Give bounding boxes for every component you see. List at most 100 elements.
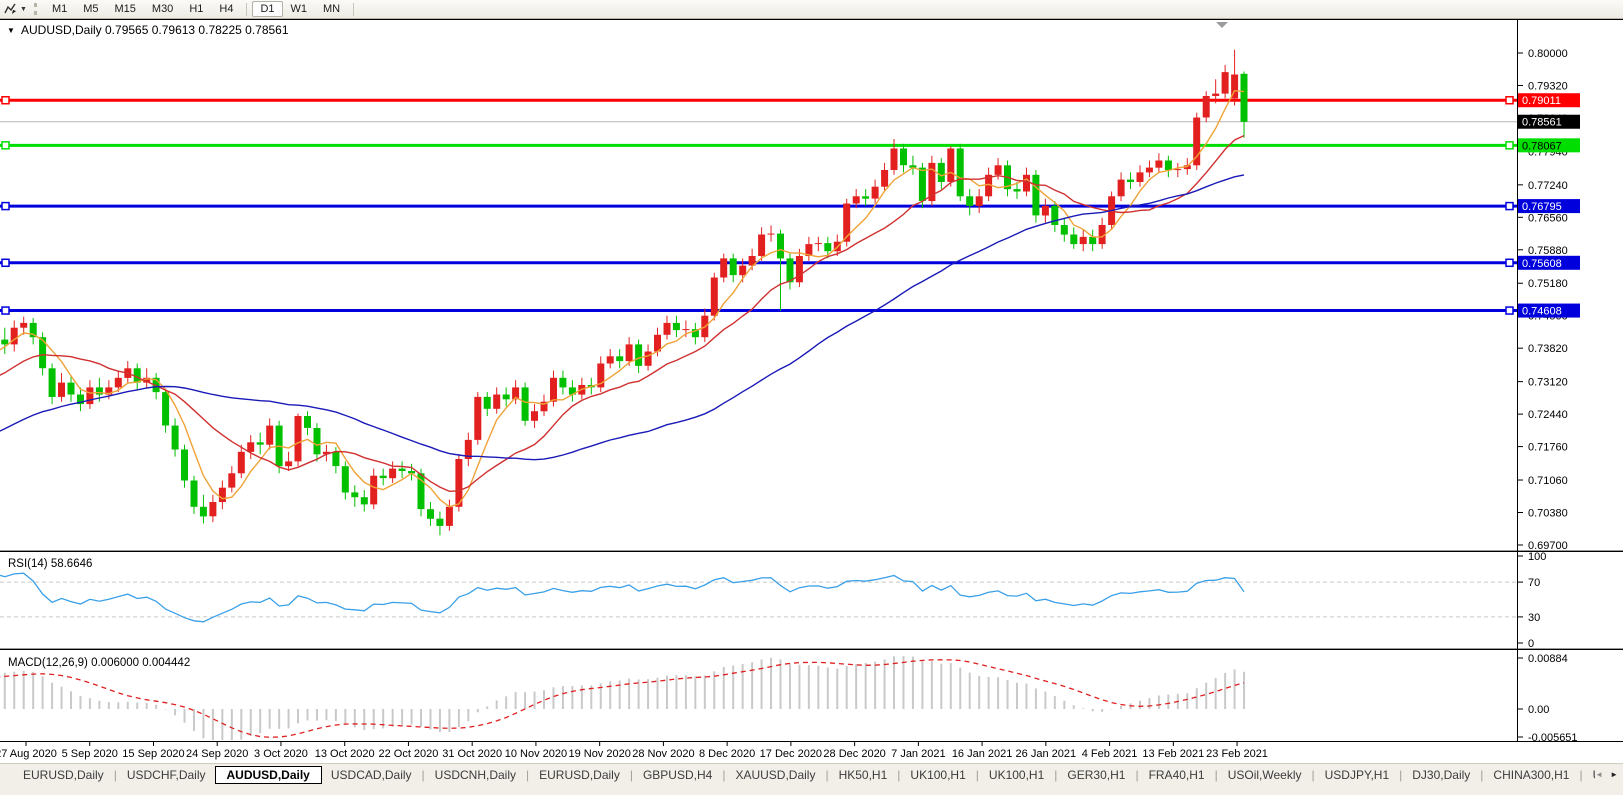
svg-text:0.69700: 0.69700	[1528, 540, 1568, 552]
timeframe-button-h4[interactable]: H4	[219, 3, 234, 15]
tab-usdcad-daily[interactable]: USDCAD,Daily	[330, 767, 412, 782]
tab-eurusd-daily[interactable]: EURUSD,Daily	[23, 767, 104, 782]
chart-title-text: AUDUSD,Daily 0.79565 0.79613 0.78225 0.7…	[21, 23, 289, 37]
svg-text:0.75180: 0.75180	[1528, 278, 1568, 290]
hline-0.74608[interactable]	[0, 306, 1517, 315]
svg-text:28 Nov 2020: 28 Nov 2020	[632, 748, 694, 760]
tab-scroll-left-icon[interactable]: ◄	[1595, 770, 1604, 779]
macd-label: MACD(12,26,9) 0.006000 0.004442	[8, 657, 190, 669]
svg-text:27 Aug 2020: 27 Aug 2020	[0, 748, 57, 760]
tab-eurusd-daily[interactable]: EURUSD,Daily	[539, 767, 620, 782]
tab-separator: |	[1214, 767, 1218, 782]
svg-text:15 Sep 2020: 15 Sep 2020	[122, 748, 184, 760]
svg-text:-0.005651: -0.005651	[1528, 732, 1578, 744]
svg-text:0.79320: 0.79320	[1528, 80, 1568, 92]
tab-usdcnh-daily[interactable]: USDCNH,Daily	[434, 767, 517, 782]
rsi-label: RSI(14) 58.6646	[8, 558, 92, 570]
ma-40-line	[0, 174, 1245, 461]
price-axis[interactable]: 0.800000.793200.786400.779400.772400.765…	[1517, 20, 1580, 741]
svg-text:0.00: 0.00	[1528, 704, 1549, 716]
tab-china300-h1[interactable]: CHINA300,H1	[1493, 767, 1570, 782]
svg-text:0.75880: 0.75880	[1528, 245, 1568, 257]
svg-text:0.72440: 0.72440	[1528, 409, 1568, 421]
macd-signal-line	[0, 659, 1245, 738]
svg-text:0: 0	[1528, 638, 1534, 650]
svg-text:70: 70	[1528, 577, 1540, 589]
svg-text:0.78561: 0.78561	[1522, 117, 1562, 129]
status-strip	[0, 785, 1623, 795]
svg-text:4 Feb 2021: 4 Feb 2021	[1082, 748, 1138, 760]
timeframe-button-h1[interactable]: H1	[189, 3, 204, 15]
tab-separator: |	[897, 767, 901, 782]
tab-separator: |	[1054, 767, 1058, 782]
svg-text:0.71760: 0.71760	[1528, 442, 1568, 454]
tab-scroll-right-icon[interactable]: ►	[1610, 770, 1618, 779]
tab-separator: |	[1135, 767, 1139, 782]
tab-separator: |	[722, 767, 726, 782]
toolbar-grip-handle[interactable]	[33, 3, 37, 15]
toolbar-separator	[353, 2, 355, 16]
svg-text:0.77240: 0.77240	[1528, 180, 1568, 192]
tab-uk100-h1[interactable]: UK100,H1	[988, 767, 1045, 782]
timeframe-button-m1[interactable]: M1	[51, 3, 68, 15]
svg-text:8 Dec 2020: 8 Dec 2020	[699, 748, 755, 760]
timeframe-button-mn[interactable]: MN	[323, 3, 341, 15]
timeframe-button-d1[interactable]: D1	[252, 1, 283, 17]
tab-hk50-h1[interactable]: HK50,H1	[838, 767, 888, 782]
tab-gbpusd-h4[interactable]: GBPUSD,H4	[642, 767, 713, 782]
tab-separator: |	[975, 767, 979, 782]
svg-text:0.71060: 0.71060	[1528, 475, 1568, 487]
tab-separator: |	[113, 767, 117, 782]
svg-text:10 Nov 2020: 10 Nov 2020	[505, 748, 567, 760]
svg-text:0.76560: 0.76560	[1528, 212, 1568, 224]
svg-text:100: 100	[1528, 551, 1546, 563]
svg-text:28 Dec 2020: 28 Dec 2020	[823, 748, 885, 760]
hline-0.75608[interactable]	[0, 258, 1517, 268]
time-axis[interactable]: 27 Aug 2020 5 Sep 2020 15 Sep 2020 24 Sep 2…	[0, 741, 1268, 761]
main-price-pane	[0, 49, 1517, 536]
svg-text:0.74608: 0.74608	[1522, 306, 1562, 318]
svg-text:0.75608: 0.75608	[1522, 258, 1562, 270]
svg-text:30: 30	[1528, 612, 1540, 624]
timeframe-button-m30[interactable]: M30	[151, 3, 174, 15]
svg-text:17 Dec 2020: 17 Dec 2020	[760, 748, 822, 760]
svg-text:0.79011: 0.79011	[1522, 95, 1561, 107]
rsi-pane: 100 70 30 0 RSI(14) 58.6646	[0, 551, 1546, 650]
hline-0.78067[interactable]	[0, 141, 1517, 150]
svg-text:13 Feb 2021: 13 Feb 2021	[1142, 748, 1204, 760]
macd-pane: 0.00884 0.00 -0.005651 MACD(12,26,9) 0.0060…	[0, 653, 1578, 744]
tab-u[interactable]: U	[1584, 768, 1596, 782]
current-price-tag	[1518, 114, 1580, 129]
chart-title[interactable]: ▼ AUDUSD,Daily 0.79565 0.79613 0.78225 0.…	[7, 23, 289, 37]
tab-scroll-buttons: ◄ ►	[1595, 770, 1618, 779]
tab-audusd-daily[interactable]: AUDUSD,Daily	[214, 765, 322, 784]
ma-5-line	[0, 89, 1245, 508]
hline-0.79011[interactable]	[0, 95, 1517, 105]
ma-13-line	[0, 134, 1245, 493]
svg-text:0.76795: 0.76795	[1522, 201, 1562, 213]
tab-separator: |	[1399, 767, 1403, 782]
svg-text:13 Oct 2020: 13 Oct 2020	[315, 748, 375, 760]
moving-averages	[0, 89, 1245, 508]
tab-usdjpy-h1[interactable]: USDJPY,H1	[1324, 767, 1390, 782]
tab-separator: |	[421, 767, 425, 782]
rsi-line	[0, 572, 1245, 623]
tab-fra40-h1[interactable]: FRA40,H1	[1148, 767, 1205, 782]
tab-uk100-h1[interactable]: UK100,H1	[910, 767, 966, 782]
tab-dj30-daily[interactable]: DJ30,Daily	[1412, 767, 1471, 782]
chevron-down-icon[interactable]: ▼	[20, 5, 27, 13]
timeframe-button-m15[interactable]: M15	[114, 3, 136, 15]
toolbar-separator	[246, 2, 248, 16]
tab-usdchf-daily[interactable]: USDCHF,Daily	[126, 767, 206, 782]
svg-text:16 Jan 2021: 16 Jan 2021	[952, 748, 1013, 760]
svg-text:5 Sep 2020: 5 Sep 2020	[62, 748, 118, 760]
chart-pointer-icon[interactable]	[4, 3, 17, 15]
svg-text:31 Oct 2020: 31 Oct 2020	[442, 748, 502, 760]
tab-ger30-h1[interactable]: GER30,H1	[1067, 767, 1126, 782]
hline-0.76795[interactable]	[0, 201, 1517, 211]
tab-usoil-weekly[interactable]: USOil,Weekly	[1227, 767, 1302, 782]
tab-xauusd-daily[interactable]: XAUUSD,Daily	[735, 767, 816, 782]
timeframe-button-w1[interactable]: W1	[290, 3, 308, 15]
timeframe-button-m5[interactable]: M5	[83, 3, 99, 15]
